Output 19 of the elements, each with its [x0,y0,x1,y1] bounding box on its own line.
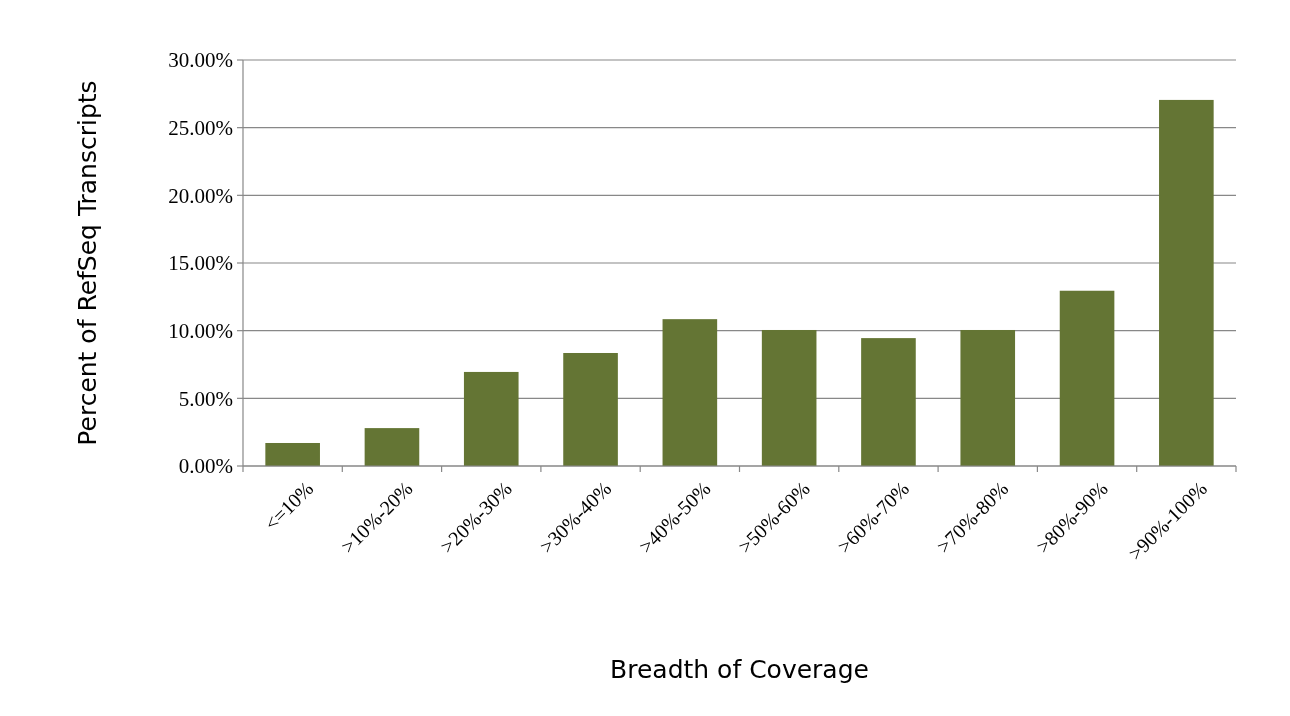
bar [463,371,519,466]
y-tick-label: 10.00% [168,319,233,344]
bar [960,329,1016,466]
y-tick-label: 20.00% [168,183,233,208]
bar [563,353,618,466]
y-axis-title: Percent of RefSeq Transcripts [73,80,102,446]
x-axis-title: Breadth of Coverage [610,655,869,684]
bar [662,319,718,466]
y-tick-label: 0.00% [178,454,233,479]
y-tick-label: 25.00% [168,116,233,141]
y-tick-label: 15.00% [168,251,233,276]
bar [761,329,817,466]
bar [1059,290,1115,466]
bar [364,428,420,466]
y-tick-label: 30.00% [168,48,233,73]
bar [265,442,320,466]
bar [861,338,916,466]
y-tick-label: 5.00% [178,386,233,411]
bar [1159,99,1214,466]
